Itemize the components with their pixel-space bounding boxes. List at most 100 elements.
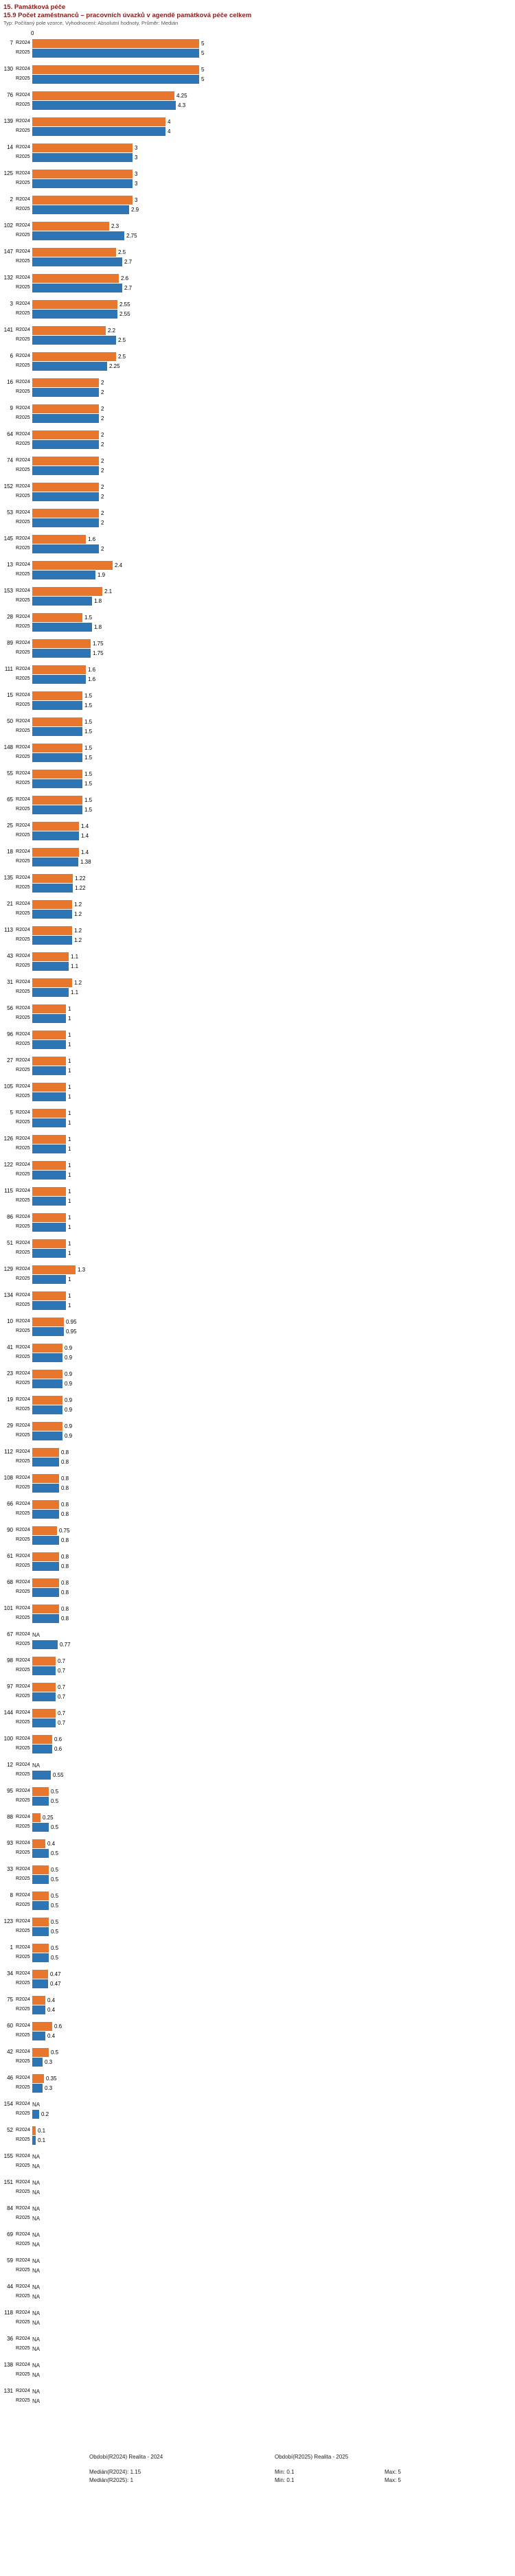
- bar-r2024-entity-144[interactable]: [32, 1708, 56, 1718]
- bar-r2024-entity-2[interactable]: [32, 195, 133, 205]
- bar-r2025-entity-65[interactable]: [32, 805, 82, 814]
- bar-r2024-entity-43[interactable]: [32, 952, 69, 961]
- bar-r2024-entity-13[interactable]: [32, 560, 113, 570]
- bar-r2025-entity-18[interactable]: [32, 857, 78, 866]
- bar-r2024-entity-90[interactable]: [32, 1526, 57, 1535]
- bar-r2025-entity-152[interactable]: [32, 492, 99, 501]
- bar-r2025-entity-52[interactable]: [32, 2135, 36, 2145]
- bar-r2024-entity-123[interactable]: [32, 1917, 49, 1927]
- bar-r2024-entity-60[interactable]: [32, 2021, 52, 2031]
- bar-r2025-entity-147[interactable]: [32, 257, 122, 266]
- bar-r2025-entity-34[interactable]: [32, 1979, 48, 1988]
- bar-r2025-entity-68[interactable]: [32, 1587, 59, 1597]
- bar-r2024-entity-130[interactable]: [32, 65, 199, 74]
- bar-r2024-entity-93[interactable]: [32, 1839, 45, 1848]
- bar-r2025-entity-153[interactable]: [32, 596, 92, 606]
- bar-r2024-entity-100[interactable]: [32, 1734, 52, 1744]
- bar-r2025-entity-101[interactable]: [32, 1613, 59, 1623]
- bar-r2024-entity-27[interactable]: [32, 1056, 66, 1066]
- bar-r2025-entity-8[interactable]: [32, 1900, 49, 1910]
- bar-r2024-entity-68[interactable]: [32, 1578, 59, 1587]
- bar-r2024-entity-115[interactable]: [32, 1186, 66, 1196]
- bar-r2025-entity-7[interactable]: [32, 48, 199, 58]
- bar-r2024-entity-98[interactable]: [32, 1656, 56, 1666]
- bar-r2025-entity-108[interactable]: [32, 1483, 59, 1493]
- bar-r2024-entity-3[interactable]: [32, 299, 117, 309]
- bar-r2025-entity-112[interactable]: [32, 1457, 59, 1467]
- bar-r2024-entity-101[interactable]: [32, 1604, 59, 1613]
- bar-r2025-entity-6[interactable]: [32, 361, 107, 371]
- bar-r2025-entity-88[interactable]: [32, 1822, 49, 1832]
- bar-r2025-entity-98[interactable]: [32, 1666, 56, 1675]
- bar-r2025-entity-139[interactable]: [32, 126, 165, 136]
- bar-r2025-entity-60[interactable]: [32, 2031, 45, 2040]
- bar-r2025-entity-145[interactable]: [32, 544, 99, 553]
- bar-r2024-entity-125[interactable]: [32, 169, 133, 179]
- bar-r2024-entity-145[interactable]: [32, 534, 86, 544]
- bar-r2025-entity-76[interactable]: [32, 100, 176, 110]
- bar-r2025-entity-67[interactable]: [32, 1640, 58, 1649]
- bar-r2025-entity-100[interactable]: [32, 1744, 52, 1753]
- bar-r2025-entity-96[interactable]: [32, 1039, 66, 1049]
- bar-r2025-entity-23[interactable]: [32, 1379, 62, 1388]
- bar-r2025-entity-12[interactable]: [32, 1770, 51, 1780]
- bar-r2025-entity-93[interactable]: [32, 1848, 49, 1858]
- bar-r2025-entity-15[interactable]: [32, 700, 82, 710]
- bar-r2025-entity-132[interactable]: [32, 283, 122, 292]
- bar-r2024-entity-5[interactable]: [32, 1108, 66, 1118]
- bar-r2025-entity-53[interactable]: [32, 518, 99, 527]
- bar-r2025-entity-9[interactable]: [32, 413, 99, 423]
- bar-r2024-entity-148[interactable]: [32, 743, 82, 752]
- bar-r2024-entity-152[interactable]: [32, 482, 99, 492]
- bar-r2025-entity-55[interactable]: [32, 779, 82, 788]
- bar-r2024-entity-105[interactable]: [32, 1082, 66, 1092]
- bar-r2024-entity-19[interactable]: [32, 1395, 62, 1405]
- bar-r2025-entity-126[interactable]: [32, 1144, 66, 1153]
- bar-r2025-entity-51[interactable]: [32, 1248, 66, 1258]
- bar-r2025-entity-113[interactable]: [32, 935, 72, 945]
- bar-r2025-entity-3[interactable]: [32, 309, 117, 319]
- bar-r2024-entity-134[interactable]: [32, 1291, 66, 1300]
- bar-r2025-entity-64[interactable]: [32, 439, 99, 449]
- bar-r2024-entity-75[interactable]: [32, 1995, 45, 2005]
- bar-r2025-entity-141[interactable]: [32, 335, 116, 345]
- bar-r2025-entity-89[interactable]: [32, 648, 91, 658]
- bar-r2025-entity-31[interactable]: [32, 987, 69, 997]
- bar-r2025-entity-19[interactable]: [32, 1405, 62, 1414]
- bar-r2025-entity-97[interactable]: [32, 1692, 56, 1701]
- bar-r2024-entity-66[interactable]: [32, 1499, 59, 1509]
- bar-r2024-entity-53[interactable]: [32, 508, 99, 518]
- bar-r2024-entity-29[interactable]: [32, 1421, 62, 1431]
- bar-r2024-entity-1[interactable]: [32, 1943, 49, 1953]
- bar-r2024-entity-46[interactable]: [32, 2073, 44, 2083]
- bar-r2024-entity-129[interactable]: [32, 1265, 76, 1274]
- bar-r2025-entity-129[interactable]: [32, 1274, 66, 1284]
- bar-r2024-entity-74[interactable]: [32, 456, 99, 465]
- bar-r2025-entity-2[interactable]: [32, 205, 129, 214]
- bar-r2024-entity-16[interactable]: [32, 378, 99, 387]
- bar-r2025-entity-10[interactable]: [32, 1326, 64, 1336]
- bar-r2024-entity-126[interactable]: [32, 1134, 66, 1144]
- bar-r2024-entity-56[interactable]: [32, 1004, 66, 1013]
- bar-r2025-entity-102[interactable]: [32, 231, 124, 240]
- bar-r2025-entity-90[interactable]: [32, 1535, 59, 1545]
- bar-r2024-entity-7[interactable]: [32, 38, 199, 48]
- bar-r2025-entity-122[interactable]: [32, 1170, 66, 1180]
- bar-r2024-entity-6[interactable]: [32, 352, 116, 361]
- bar-r2024-entity-135[interactable]: [32, 873, 73, 883]
- bar-r2025-entity-111[interactable]: [32, 674, 86, 684]
- bar-r2025-entity-5[interactable]: [32, 1118, 66, 1127]
- bar-r2024-entity-23[interactable]: [32, 1369, 62, 1379]
- bar-r2025-entity-43[interactable]: [32, 961, 69, 971]
- bar-r2024-entity-147[interactable]: [32, 247, 116, 257]
- bar-r2025-entity-13[interactable]: [32, 570, 95, 579]
- bar-r2024-entity-86[interactable]: [32, 1212, 66, 1222]
- bar-r2025-entity-21[interactable]: [32, 909, 72, 919]
- bar-r2025-entity-25[interactable]: [32, 831, 79, 840]
- bar-r2024-entity-64[interactable]: [32, 430, 99, 439]
- bar-r2025-entity-56[interactable]: [32, 1013, 66, 1023]
- bar-r2024-entity-153[interactable]: [32, 586, 102, 596]
- bar-r2024-entity-95[interactable]: [32, 1786, 49, 1796]
- bar-r2024-entity-34[interactable]: [32, 1969, 48, 1979]
- bar-r2025-entity-154[interactable]: [32, 2109, 39, 2119]
